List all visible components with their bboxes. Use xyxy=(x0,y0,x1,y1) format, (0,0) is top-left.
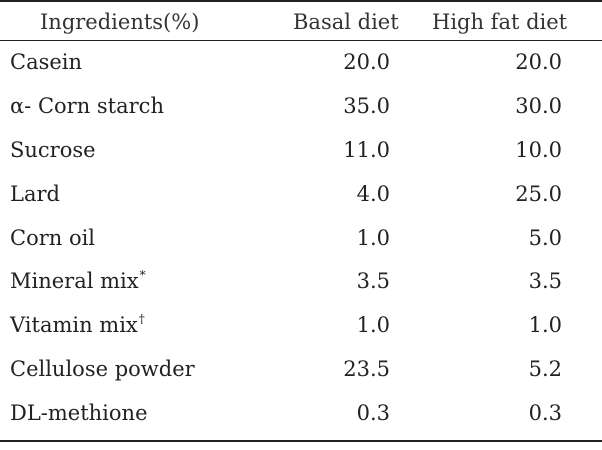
basal-value: 35.0 xyxy=(343,93,390,118)
ingredient-label: Casein xyxy=(10,50,83,74)
ingredient-label: DL-methione xyxy=(10,401,148,426)
header-high-fat-diet: High fat diet xyxy=(432,10,568,34)
basal-value: 23.5 xyxy=(343,357,390,382)
basal-value: 3.5 xyxy=(356,269,390,294)
header-ingredients: Ingredients(%) xyxy=(40,10,200,34)
high-fat-value: 5.0 xyxy=(528,225,562,250)
table-row: DL-methione 0.3 0.3 xyxy=(0,395,602,439)
ingredient-name: Sucrose xyxy=(10,138,96,162)
ingredient-label: Lard xyxy=(10,181,60,206)
table-header-row: Ingredients(%) Basal diet High fat diet xyxy=(0,4,602,40)
footnote-mark: * xyxy=(139,268,146,283)
header-basal-diet: Basal diet xyxy=(293,10,399,34)
basal-value: 20.0 xyxy=(343,50,390,74)
high-fat-value: 20.0 xyxy=(515,50,562,74)
basal-value: 0.3 xyxy=(356,401,390,426)
table-row: Lard 4.0 25.0 xyxy=(0,176,602,220)
high-fat-value: 3.5 xyxy=(528,269,562,294)
ingredient-name: Mineral mix* xyxy=(10,269,146,293)
ingredient-label: Corn oil xyxy=(10,225,96,250)
table-row: Corn oil 1.0 5.0 xyxy=(0,220,602,264)
table-row: Mineral mix* 3.5 3.5 xyxy=(0,263,602,307)
high-fat-value: 10.0 xyxy=(515,137,562,162)
ingredient-name: Lard xyxy=(10,182,60,206)
ingredient-label: Sucrose xyxy=(10,137,96,162)
high-fat-value: 1.0 xyxy=(528,313,562,338)
basal-value: 1.0 xyxy=(356,225,390,250)
ingredient-label: Cellulose powder xyxy=(10,357,195,382)
table-body: Casein 20.0 20.0 α- Corn starch 35.0 30.… xyxy=(0,44,602,439)
top-rule xyxy=(0,0,602,2)
ingredient-name: Casein xyxy=(10,50,82,74)
basal-value: 11.0 xyxy=(343,137,390,162)
ingredient-name: DL-methione xyxy=(10,401,148,425)
table-row: Sucrose 11.0 10.0 xyxy=(0,132,602,176)
table-row: Cellulose powder 23.5 5.2 xyxy=(0,351,602,395)
table-row: Casein 20.0 20.0 xyxy=(0,44,602,88)
bottom-rule xyxy=(0,440,602,442)
basal-value: 1.0 xyxy=(356,313,390,338)
footnote-mark: † xyxy=(138,312,145,327)
ingredient-label: Vitamin mix xyxy=(10,313,138,338)
high-fat-value: 5.2 xyxy=(528,357,562,382)
high-fat-value: 30.0 xyxy=(515,93,562,118)
ingredient-name: Vitamin mix† xyxy=(10,313,145,337)
ingredient-name: Cellulose powder xyxy=(10,357,195,381)
table-row: α- Corn starch 35.0 30.0 xyxy=(0,88,602,132)
table-row: Vitamin mix† 1.0 1.0 xyxy=(0,307,602,351)
ingredient-label: α- Corn starch xyxy=(10,93,164,118)
ingredient-name: α- Corn starch xyxy=(10,94,164,118)
high-fat-value: 25.0 xyxy=(515,181,562,206)
ingredient-name: Corn oil xyxy=(10,226,95,250)
high-fat-value: 0.3 xyxy=(528,401,562,426)
header-rule xyxy=(0,40,602,41)
ingredient-label: Mineral mix xyxy=(10,269,139,294)
basal-value: 4.0 xyxy=(356,181,390,206)
